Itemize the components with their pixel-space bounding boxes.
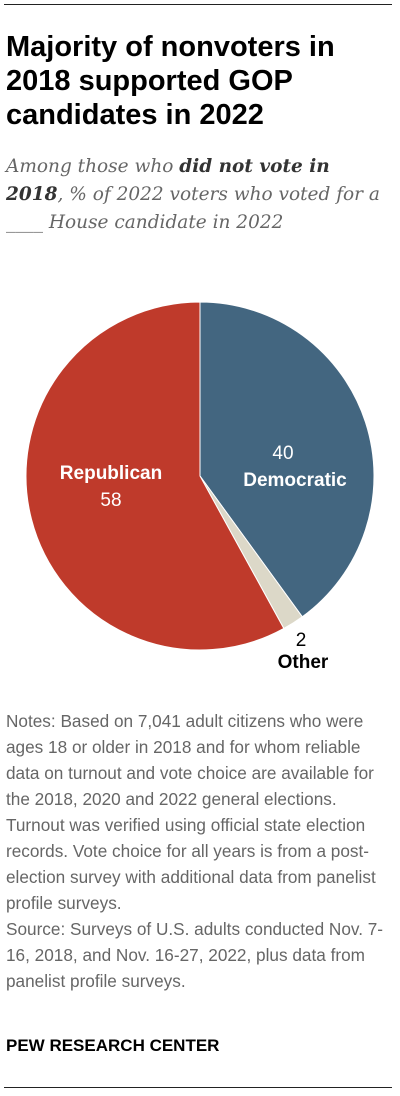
subtitle-post: , % of 2022 voters who voted for a ____ … (6, 184, 380, 233)
notes-text: Notes: Based on 7,041 adult citizens who… (6, 711, 376, 913)
pie-chart: 40 Democratic Republican 58 2 Other (25, 301, 375, 673)
pie-slice-democratic (199, 301, 375, 618)
label-republican-name: Republican (60, 463, 162, 484)
bottom-rule (4, 1087, 392, 1088)
brand-name: PEW RESEARCH CENTER (6, 1036, 220, 1055)
label-other-name: Other (278, 652, 329, 673)
label-democratic-name: Democratic (243, 470, 347, 491)
source-text: Source: Surveys of U.S. adults conducted… (6, 919, 384, 991)
pie-slices (25, 301, 375, 651)
pie-slice-republican (25, 301, 285, 651)
label-republican-value: 58 (100, 490, 121, 511)
notes-block: Notes: Based on 7,041 adult citizens who… (6, 708, 396, 994)
chart-subtitle: Among those who did not vote in 2018, % … (6, 153, 391, 237)
subtitle-bold: did not vote in 2018 (6, 156, 330, 205)
chart-title: Majority of nonvoters in 2018 supported … (6, 31, 335, 131)
label-democratic-value: 40 (272, 443, 293, 464)
label-other-value: 2 (296, 630, 307, 651)
top-rule (4, 4, 392, 5)
subtitle-pre: Among those who (6, 156, 180, 177)
